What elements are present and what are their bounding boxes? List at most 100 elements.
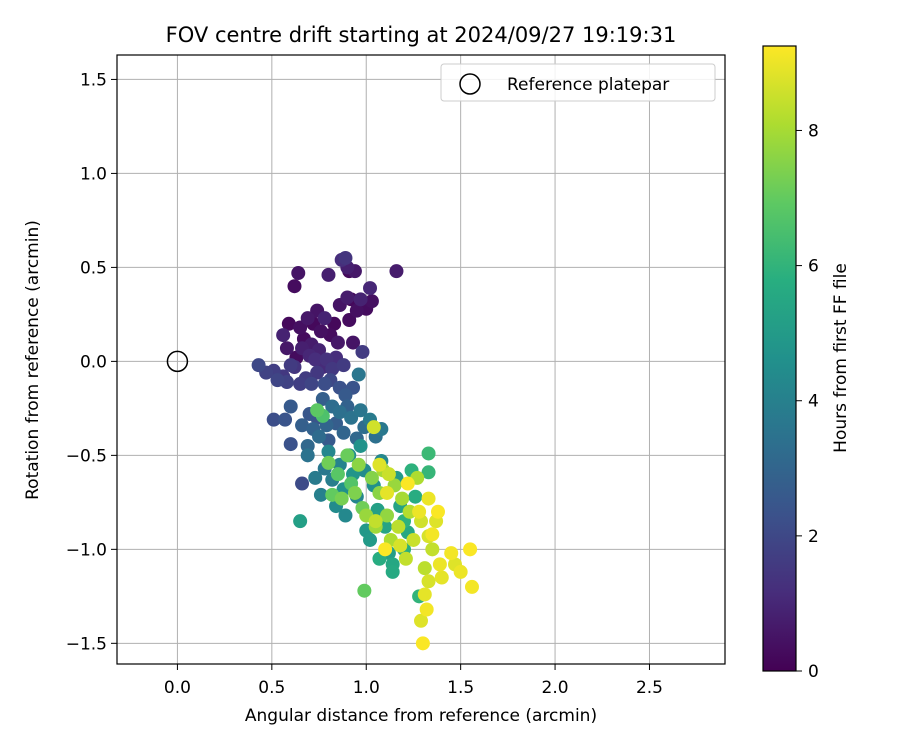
data-point [353, 438, 368, 453]
data-point [336, 358, 351, 373]
data-point [291, 266, 306, 281]
data-point [279, 341, 294, 356]
data-point [419, 602, 434, 617]
data-point [340, 448, 355, 463]
data-point [313, 324, 328, 339]
data-point [351, 367, 366, 382]
data-point [310, 365, 325, 380]
data-point [312, 429, 327, 444]
data-point [421, 446, 436, 461]
data-point [464, 579, 479, 594]
data-point [432, 557, 447, 572]
data-points [251, 251, 479, 651]
x-axis-label: Angular distance from reference (arcmin) [245, 706, 597, 726]
data-point [408, 489, 423, 504]
data-point [380, 508, 395, 523]
data-point [363, 532, 378, 547]
data-point [349, 303, 364, 318]
data-point [283, 358, 298, 373]
data-point [463, 542, 478, 557]
x-tick-label: 2.0 [542, 678, 569, 698]
data-point [380, 485, 395, 500]
data-point [300, 448, 315, 463]
data-point [251, 358, 266, 373]
data-point [336, 425, 351, 440]
y-tick-label: 1.0 [80, 164, 107, 184]
legend: Reference platepar [440, 63, 716, 102]
data-point [389, 264, 404, 279]
colorbar-tick-label: 2 [808, 527, 819, 547]
data-point [421, 491, 436, 506]
data-point [332, 405, 347, 420]
data-point [334, 491, 349, 506]
data-point [363, 281, 378, 296]
data-point [353, 403, 368, 418]
data-point [417, 561, 432, 576]
data-point [425, 527, 440, 542]
y-tick-label: −1.5 [66, 634, 107, 654]
x-axis-ticks: 0.0 0.5 1.0 1.5 2.0 2.5 [164, 664, 663, 698]
colorbar: 0 2 4 6 8 Hours from first FF file [762, 45, 851, 682]
data-point [283, 399, 298, 414]
data-point [317, 311, 332, 326]
data-point [353, 292, 368, 307]
data-point [351, 457, 366, 472]
y-tick-label: −1.0 [66, 540, 107, 560]
colorbar-tick-label: 0 [808, 662, 819, 682]
y-axis-ticks: −1.5 −1.0 −0.5 0.0 0.5 1.0 1.5 [66, 70, 117, 654]
x-tick-label: 1.5 [447, 678, 474, 698]
data-point [278, 412, 293, 427]
y-tick-label: 0.0 [80, 352, 107, 372]
data-point [421, 465, 436, 480]
data-point [295, 476, 310, 491]
data-point [385, 564, 400, 579]
x-tick-label: 2.5 [636, 678, 663, 698]
data-point [364, 470, 379, 485]
data-point [308, 470, 323, 485]
data-point [330, 467, 345, 482]
colorbar-gradient [762, 45, 797, 672]
data-point [304, 376, 319, 391]
data-point [391, 519, 406, 534]
legend-marker-icon [459, 73, 481, 95]
data-point [344, 410, 359, 425]
data-point [398, 551, 413, 566]
data-point [366, 420, 381, 435]
data-point [293, 320, 308, 335]
legend-box [440, 63, 716, 102]
data-point [270, 373, 285, 388]
data-point [346, 335, 361, 350]
data-point [378, 542, 393, 557]
colorbar-label: Hours from first FF file [831, 263, 851, 453]
data-point [330, 335, 345, 350]
data-point [338, 251, 353, 265]
colorbar-tick-label: 4 [808, 392, 819, 412]
colorbar-tick-label: 6 [808, 257, 819, 277]
data-point [347, 485, 362, 500]
data-point [308, 352, 323, 367]
data-point [287, 279, 302, 294]
x-tick-label: 1.0 [353, 678, 380, 698]
data-point [338, 508, 353, 523]
legend-entry: Reference platepar [507, 75, 669, 95]
data-point [395, 491, 410, 506]
data-point [421, 574, 436, 589]
data-point [414, 613, 428, 628]
data-point [453, 564, 468, 579]
data-point [357, 583, 372, 598]
colorbar-tick-label: 8 [808, 121, 819, 141]
plot-frame [116, 54, 726, 665]
data-point [338, 388, 353, 403]
data-point [325, 361, 340, 376]
data-point [293, 376, 308, 391]
data-point [430, 504, 445, 519]
data-point [266, 412, 281, 427]
y-tick-label: 0.5 [80, 258, 107, 278]
data-point [310, 403, 325, 418]
data-point [283, 437, 298, 452]
data-point [364, 294, 379, 309]
data-point [340, 290, 355, 305]
colorbar-ticks: 0 2 4 6 8 [796, 121, 819, 682]
data-point [368, 514, 383, 529]
